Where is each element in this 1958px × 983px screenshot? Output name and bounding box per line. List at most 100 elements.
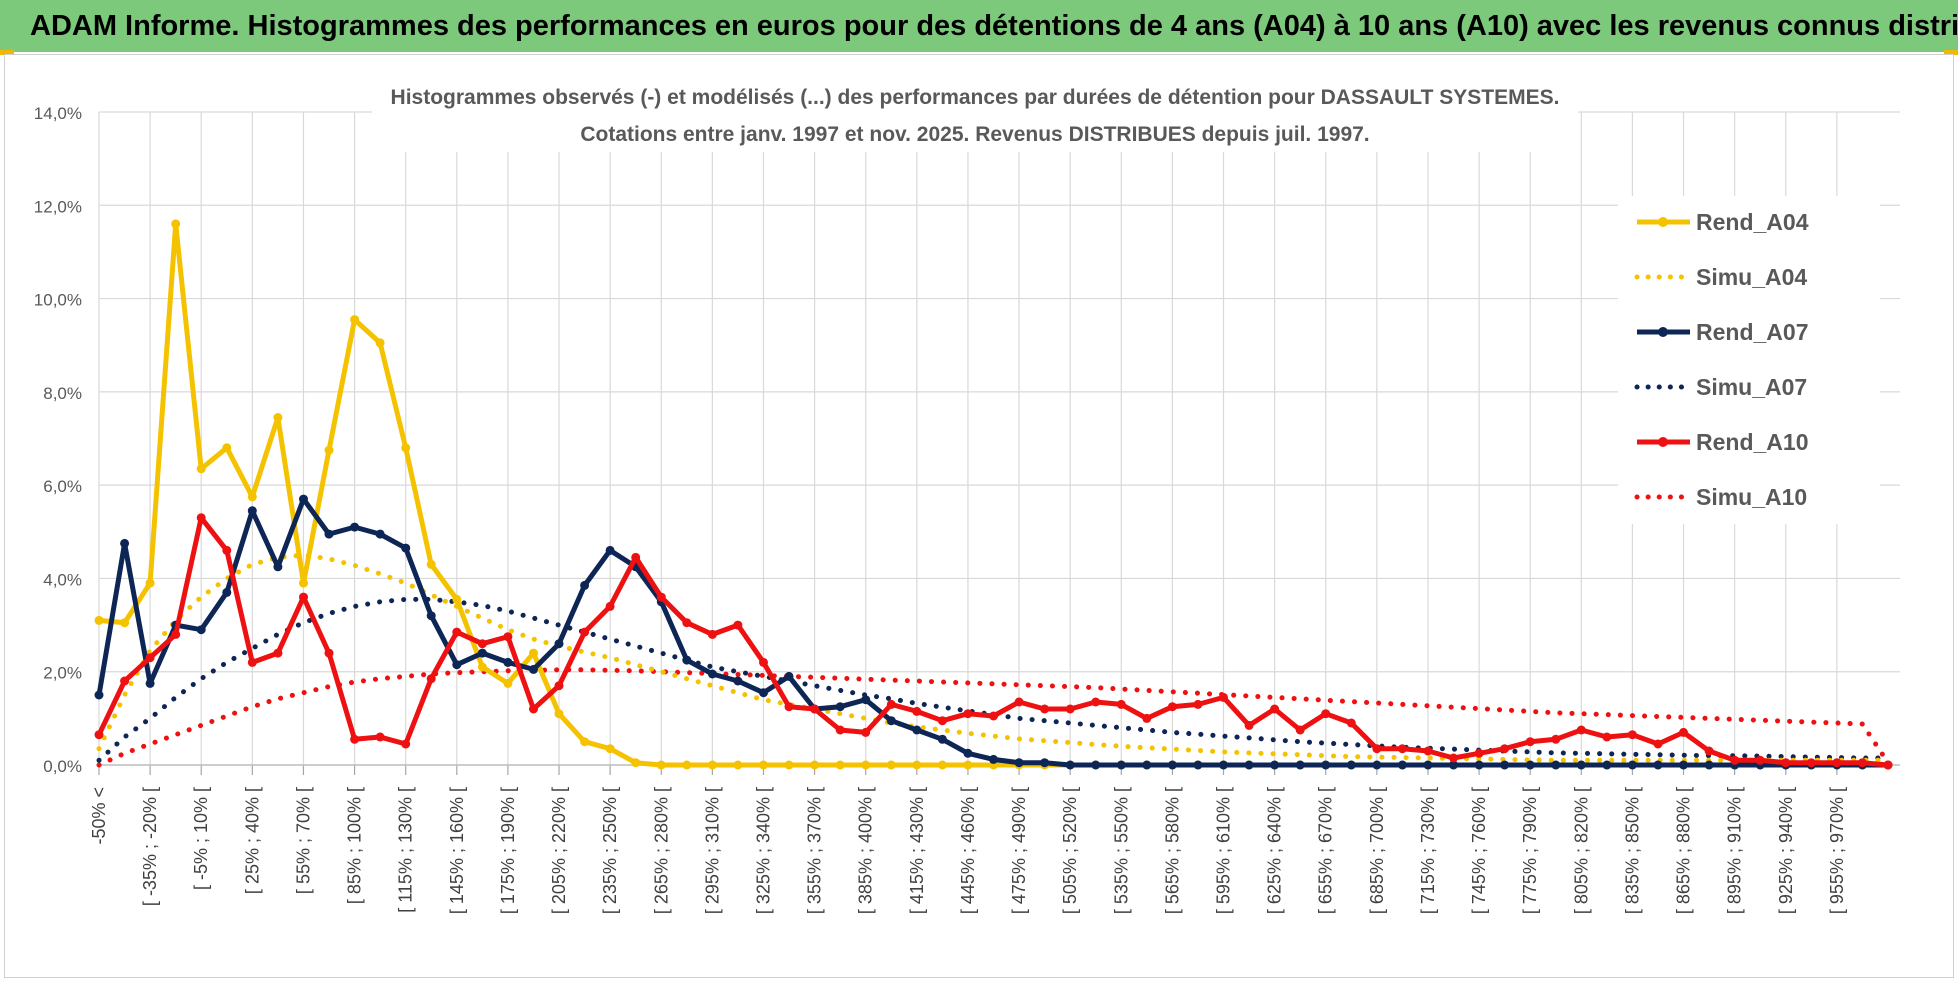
banner-corner-right — [1944, 50, 1958, 55]
data-point-rend-a07 — [1679, 760, 1688, 770]
data-point-rend-a10 — [707, 629, 717, 639]
data-point-rend-a04 — [171, 219, 181, 229]
data-point-rend-a10 — [1091, 697, 1101, 707]
data-point-rend-a10 — [1602, 732, 1612, 742]
data-point-rend-a10 — [1397, 744, 1407, 754]
y-tick-label: 2,0% — [43, 664, 82, 683]
data-point-rend-a10 — [1500, 744, 1510, 754]
data-point-rend-a10 — [886, 699, 896, 709]
x-tick-label: [ 205% ; 220% [ — [549, 787, 569, 914]
x-tick-label: [ 505% ; 520% [ — [1060, 787, 1080, 914]
data-point-rend-a04 — [452, 594, 462, 604]
data-point-rend-a10 — [1346, 718, 1356, 728]
series-rend-a07 — [94, 494, 1893, 770]
data-point-rend-a07 — [299, 494, 308, 504]
legend-background — [1618, 196, 1880, 524]
x-tick-label: [ 385% ; 400% [ — [856, 787, 876, 914]
x-tick-label: [ 295% ; 310% [ — [702, 787, 722, 914]
data-point-rend-a10 — [912, 706, 922, 716]
data-point-rend-a10 — [656, 592, 666, 602]
data-point-rend-a04 — [350, 315, 360, 325]
data-point-rend-a04 — [861, 760, 871, 770]
data-point-rend-a10 — [937, 716, 947, 726]
data-point-rend-a04 — [94, 615, 104, 625]
data-point-rend-a04 — [784, 760, 794, 770]
data-point-rend-a07 — [707, 669, 717, 679]
y-tick-label: 10,0% — [34, 291, 82, 310]
data-point-rend-a07 — [580, 580, 590, 590]
legend-marker-rend-a04 — [1658, 217, 1668, 227]
data-point-rend-a10 — [401, 739, 411, 749]
data-point-rend-a04 — [707, 760, 717, 770]
series-simu-a04 — [96, 552, 1891, 763]
chart-frame — [4, 54, 1954, 978]
data-point-rend-a10 — [1295, 725, 1305, 735]
data-point-rend-a10 — [1627, 730, 1637, 740]
data-point-rend-a10 — [1576, 725, 1586, 735]
x-axis-labels: -50% < [ -35% ; -20% [[ -5% ; 10% [[ 25% … — [89, 787, 1847, 914]
data-point-rend-a04 — [222, 443, 232, 453]
data-point-rend-a07 — [503, 657, 513, 667]
x-tick-label: [ 655% ; 670% [ — [1316, 787, 1336, 914]
x-tick-label: [ 715% ; 730% [ — [1418, 787, 1438, 914]
data-point-rend-a04 — [937, 760, 947, 770]
series-line-simu-a07 — [96, 596, 1891, 763]
data-point-rend-a10 — [1142, 713, 1152, 723]
data-point-rend-a10 — [324, 648, 334, 658]
data-point-rend-a07 — [452, 660, 462, 670]
series-rend-a10 — [94, 513, 1893, 770]
data-point-rend-a04 — [299, 578, 308, 588]
data-point-rend-a10 — [503, 632, 513, 642]
x-tick-label: [ -35% ; -20% [ — [140, 787, 160, 906]
data-point-rend-a07 — [1091, 760, 1101, 770]
data-point-rend-a07 — [247, 506, 257, 516]
data-point-rend-a10 — [273, 648, 283, 658]
data-point-rend-a10 — [1857, 758, 1867, 768]
x-tick-label: [ 325% ; 340% [ — [753, 787, 773, 914]
x-tick-label: [ 235% ; 250% [ — [600, 787, 620, 914]
x-tick-label: [ 565% ; 580% [ — [1162, 787, 1182, 914]
data-point-rend-a07 — [963, 748, 973, 758]
series-line-rend-a07 — [96, 496, 1888, 768]
y-tick-label: 8,0% — [43, 384, 82, 403]
data-point-rend-a04 — [810, 760, 820, 770]
legend-label-rend-a07: Rend_A07 — [1696, 319, 1808, 345]
legend-item-rend-a10: Rend_A10 — [1637, 429, 1808, 455]
data-point-rend-a10 — [529, 704, 538, 714]
y-axis-labels: 0,0% 2,0% 4,0% 6,0% 8,0% 10,0% 12,0% 14,0% — [34, 104, 82, 776]
data-point-rend-a10 — [145, 653, 155, 663]
x-tick-label: [ 925% ; 940% [ — [1776, 787, 1796, 914]
x-tick-label: [ 955% ; 970% [ — [1827, 787, 1847, 914]
data-point-rend-a07 — [426, 611, 436, 621]
data-point-rend-a10 — [810, 704, 820, 714]
data-point-rend-a07 — [1014, 758, 1024, 768]
data-point-rend-a07 — [222, 587, 232, 597]
data-point-rend-a07 — [1525, 760, 1535, 770]
series-line-simu-a04 — [96, 552, 1891, 763]
data-point-rend-a04 — [886, 760, 896, 770]
data-point-rend-a10 — [1244, 720, 1254, 730]
data-point-rend-a10 — [196, 513, 206, 523]
data-point-rend-a07 — [1500, 760, 1510, 770]
data-point-rend-a10 — [299, 592, 308, 602]
data-point-rend-a10 — [1167, 702, 1177, 712]
data-point-rend-a10 — [580, 627, 590, 637]
x-tick-label: [ 85% ; 100% [ — [345, 787, 365, 904]
x-tick-label: [ 835% ; 850% [ — [1622, 787, 1642, 914]
data-point-rend-a04 — [631, 758, 641, 768]
data-point-rend-a07 — [324, 529, 334, 539]
chart-title-background — [372, 74, 1578, 152]
data-point-rend-a07 — [196, 625, 206, 635]
data-point-rend-a07 — [1602, 760, 1612, 770]
data-point-rend-a07 — [912, 725, 922, 735]
chart-title-line1: Histogrammes observés (-) et modélisés (… — [391, 86, 1560, 109]
data-point-rend-a07 — [733, 676, 743, 686]
y-tick-label: 4,0% — [43, 570, 82, 589]
data-point-rend-a04 — [247, 492, 257, 502]
data-point-rend-a07 — [1193, 760, 1203, 770]
legend-label-simu-a10: Simu_A10 — [1696, 484, 1807, 510]
data-point-rend-a07 — [120, 538, 130, 548]
data-point-rend-a07 — [1474, 760, 1484, 770]
data-point-rend-a10 — [989, 711, 998, 721]
